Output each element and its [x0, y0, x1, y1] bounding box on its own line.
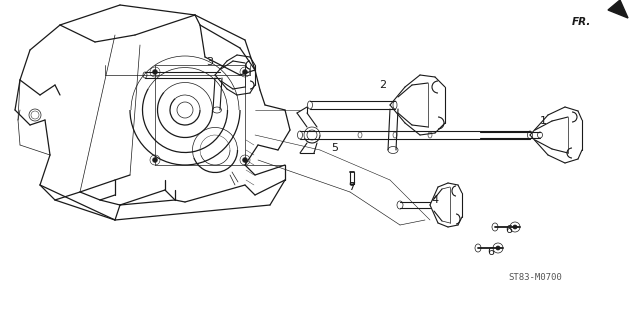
Text: ST83-M0700: ST83-M0700 — [508, 274, 562, 283]
Ellipse shape — [350, 182, 354, 186]
Circle shape — [152, 69, 157, 75]
Text: 6: 6 — [487, 247, 494, 257]
Circle shape — [243, 69, 248, 75]
Polygon shape — [608, 0, 628, 18]
Circle shape — [152, 157, 157, 163]
Text: 1: 1 — [540, 116, 547, 126]
Text: 5: 5 — [331, 143, 338, 153]
Circle shape — [496, 246, 500, 250]
Text: 6: 6 — [506, 225, 513, 235]
Circle shape — [513, 225, 517, 229]
Text: FR.: FR. — [571, 17, 591, 27]
Circle shape — [243, 157, 248, 163]
Text: 2: 2 — [380, 80, 387, 90]
Text: 3: 3 — [206, 57, 213, 67]
Text: 4: 4 — [431, 195, 438, 205]
Text: 7: 7 — [348, 182, 355, 192]
